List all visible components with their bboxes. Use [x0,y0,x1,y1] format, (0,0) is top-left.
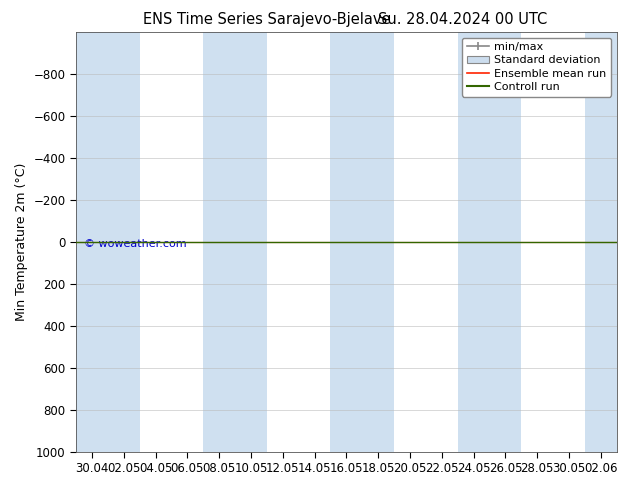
Bar [330,32,394,452]
Bar [585,32,634,452]
Text: © woweather.com: © woweather.com [84,239,187,248]
Bar [204,32,267,452]
Text: Su. 28.04.2024 00 UTC: Su. 28.04.2024 00 UTC [378,12,547,27]
Bar [458,32,521,452]
Y-axis label: Min Temperature 2m (°C): Min Temperature 2m (°C) [15,163,28,321]
Legend: min/max, Standard deviation, Ensemble mean run, Controll run: min/max, Standard deviation, Ensemble me… [462,38,611,97]
Text: ENS Time Series Sarajevo-Bjelave: ENS Time Series Sarajevo-Bjelave [143,12,390,27]
Bar [76,32,139,452]
